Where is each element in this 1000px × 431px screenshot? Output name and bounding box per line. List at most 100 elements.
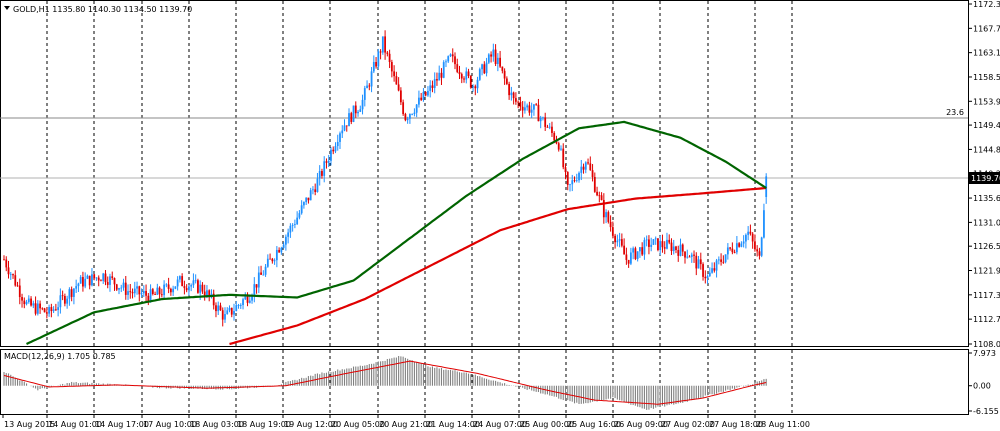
candle-body (379, 51, 382, 53)
candle-body (32, 303, 35, 306)
price-tick-label: 1153.90 (973, 97, 1000, 106)
candle-body (327, 160, 330, 163)
candle-body (339, 133, 341, 142)
time-tick-label: 21 Aug 14:00 (426, 420, 480, 429)
candle-body (505, 78, 508, 84)
candle-body (715, 260, 718, 271)
candle-body (463, 78, 465, 80)
candle-body (77, 283, 80, 287)
candle-body (717, 259, 720, 261)
candle-body (192, 280, 195, 286)
candle-body (348, 113, 350, 127)
candle-body (129, 291, 132, 293)
candle-body (695, 255, 698, 269)
candle-body (59, 295, 62, 308)
price-tick-label: 1144.80 (973, 145, 1000, 154)
candle-body (654, 238, 657, 240)
candle-body (449, 54, 452, 57)
candle-body (251, 295, 253, 301)
candle-body (404, 114, 407, 121)
candle-body (151, 289, 154, 294)
candle-body (230, 307, 233, 315)
candle-body (616, 240, 619, 243)
candle-body (3, 259, 5, 261)
candle-body (271, 258, 274, 262)
candle-body (136, 286, 138, 289)
candle-body (194, 280, 197, 282)
macd-tick-label: 7.973 (973, 349, 996, 358)
time-tick-label: 20 Aug 05:00 (331, 420, 385, 429)
candle-body (366, 85, 368, 89)
candle-body (668, 239, 671, 243)
macd-axis[interactable]: 7.973 0.00 -6.155 (968, 349, 999, 416)
candle-body (724, 254, 727, 263)
candles (3, 30, 768, 327)
candle-body (618, 239, 621, 241)
candle-body (228, 307, 231, 311)
candle-body (208, 290, 211, 297)
candle-body (118, 288, 120, 290)
candle-body (677, 250, 680, 256)
candle-body (593, 176, 596, 192)
candle-body (318, 171, 321, 179)
current-price-tag: 1139.70 (969, 172, 1000, 184)
price-tick-label: 1126.50 (973, 242, 1000, 251)
candle-body (413, 112, 416, 114)
candle-body (598, 195, 601, 197)
candle-body (722, 261, 725, 263)
candle-body (50, 307, 53, 312)
candle-body (199, 284, 202, 293)
candle-body (206, 290, 208, 297)
candle-body (264, 266, 267, 275)
candle-body (97, 277, 100, 281)
candle-body (650, 244, 653, 247)
candle-body (688, 256, 691, 258)
candle-body (726, 247, 729, 255)
candle-body (377, 51, 380, 67)
price-tick-label: 1112.70 (973, 315, 1000, 324)
candle-body (566, 172, 569, 185)
candle-body (357, 111, 359, 114)
candle-body (681, 244, 684, 252)
candle-body (361, 99, 364, 110)
moving-average-slow (229, 186, 767, 346)
candle-body (395, 76, 398, 85)
candle-body (537, 104, 540, 122)
time-tick-label: 19 Aug 12:00 (284, 420, 338, 429)
candle-body (542, 117, 544, 119)
candle-body (596, 191, 598, 196)
triangle-down-icon[interactable] (4, 6, 10, 10)
candle-body (43, 308, 46, 313)
candle-body (269, 258, 271, 260)
candle-body (639, 247, 641, 252)
candle-body (341, 130, 344, 134)
price-tick-label: 1131.00 (973, 218, 1000, 227)
time-tick-label: 13 Aug 2015 (4, 420, 55, 429)
candle-body (569, 184, 571, 186)
candle-body (84, 278, 87, 287)
candle-body (246, 295, 249, 303)
candle-body (303, 202, 305, 206)
candle-body (445, 61, 447, 63)
candle-body (334, 146, 337, 152)
time-tick-label: 25 Aug 00:00 (520, 420, 574, 429)
candle-body (460, 74, 463, 79)
time-grid (46, 1, 793, 414)
candle-body (226, 310, 229, 315)
candle-body (48, 307, 50, 314)
candle-body (424, 91, 427, 96)
candle-body (629, 252, 632, 264)
candle-body (12, 274, 14, 276)
candle-body (248, 300, 251, 303)
current-price-box (969, 172, 1000, 184)
candle-body (305, 197, 308, 203)
candle-body (109, 276, 111, 285)
time-tick-label: 14 Aug 17:00 (95, 420, 149, 429)
candle-body (260, 272, 262, 275)
candle-body (763, 210, 765, 238)
candle-body (41, 308, 44, 310)
candle-body (9, 274, 12, 275)
candle-body (591, 170, 594, 177)
